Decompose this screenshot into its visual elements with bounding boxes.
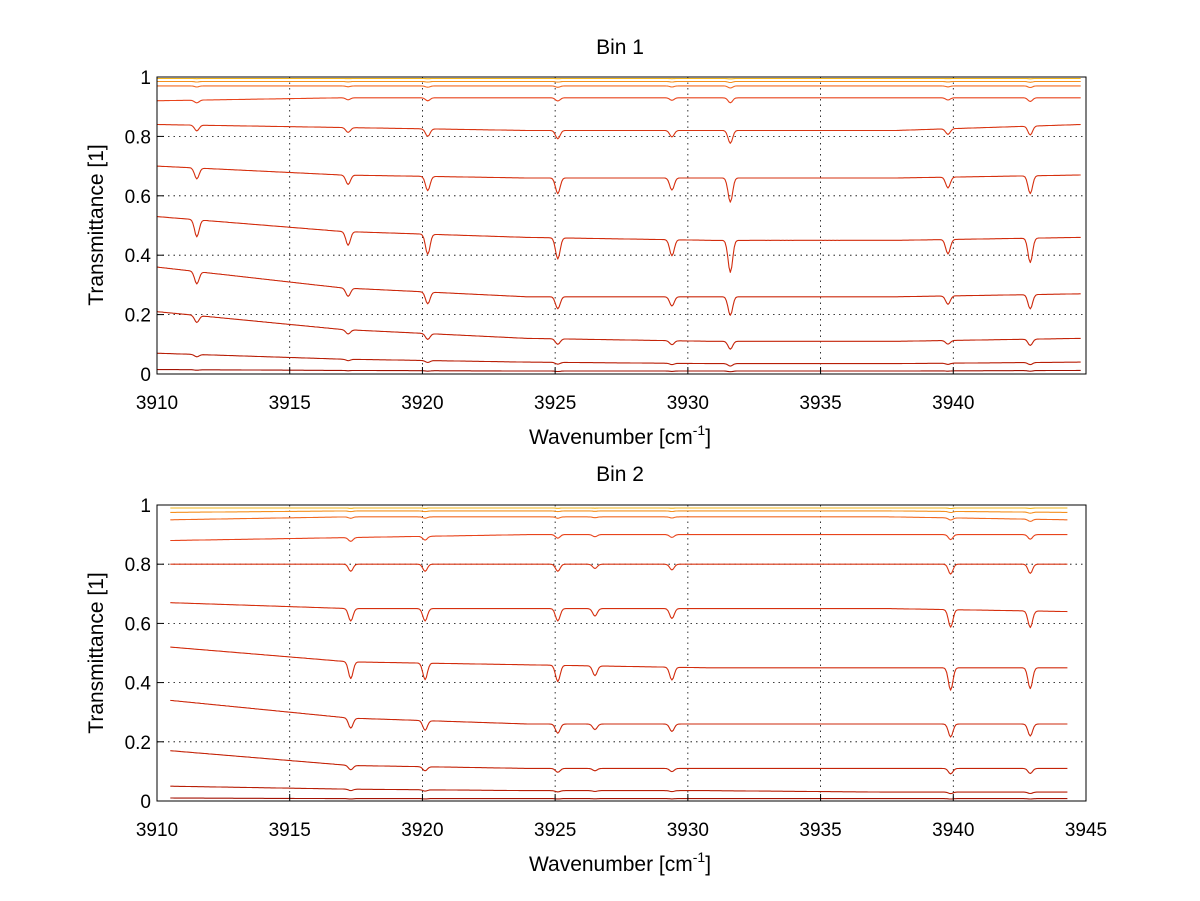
plot-bin-2: Bin 2 3910 3915 3920 3925 3930 3935 3940 3945 0 0… [85, 463, 1107, 876]
series-line [156, 368, 1081, 373]
series-line [170, 785, 1068, 795]
x-tick-label: 3930 [667, 820, 709, 841]
x-tick-label: 3920 [401, 820, 443, 841]
series-line [170, 510, 1068, 514]
x-axis-label: Wavenumber [cm-1] [529, 849, 711, 876]
x-tick-label: 3940 [932, 820, 974, 841]
series-line [156, 97, 1081, 104]
ticks: 3910 3915 3920 3925 3930 3935 3940 0 0.2 0.4 0.6 0.… [125, 68, 975, 414]
x-tick-label: 3935 [799, 393, 841, 414]
series-line [170, 563, 1068, 575]
series-line [156, 165, 1081, 203]
series-line [156, 216, 1081, 273]
y-tick-label: 0 [140, 365, 151, 386]
y-tick-label: 0.2 [125, 733, 151, 754]
x-tick-label: 3930 [667, 393, 709, 414]
plot-title: Bin 2 [596, 463, 644, 486]
x-tick-label: 3940 [932, 393, 974, 414]
y-tick-label: 1 [140, 68, 151, 89]
series-line [157, 80, 1081, 84]
series-line [156, 352, 1081, 367]
y-tick-label: 0.2 [125, 306, 151, 327]
axes-frame [156, 504, 1087, 802]
series-line [170, 507, 1068, 510]
y-tick-label: 1 [140, 496, 151, 517]
y-tick-label: 0.4 [125, 246, 152, 267]
grid [157, 505, 1086, 801]
x-tick-label: 3915 [269, 820, 311, 841]
axes-frame [156, 76, 1087, 375]
x-tick-label: 3920 [401, 393, 443, 414]
x-tick-label: 3915 [269, 393, 311, 414]
y-tick-label: 0 [140, 792, 151, 813]
series-line [170, 516, 1068, 522]
x-tick-label: 3945 [1065, 820, 1107, 841]
series-line [156, 311, 1081, 350]
series-line [170, 646, 1068, 691]
series-group [156, 76, 1081, 373]
plot-title: Bin 1 [596, 36, 644, 59]
series-line [156, 266, 1081, 316]
series-line [157, 123, 1081, 144]
y-tick-label: 0.6 [125, 187, 151, 208]
grid [157, 77, 1086, 374]
x-tick-label: 3935 [799, 820, 841, 841]
series-group [170, 504, 1068, 800]
x-tick-label: 3925 [534, 820, 576, 841]
y-axis-label: Transmittance [1] [85, 572, 108, 733]
y-axis-label: Transmittance [1] [85, 144, 108, 305]
x-tick-label: 3925 [534, 393, 576, 414]
y-tick-label: 0.4 [125, 674, 152, 695]
ticks: 3910 3915 3920 3925 3930 3935 3940 3945 0 0.2 0.4 0… [125, 496, 1108, 841]
x-tick-label: 3910 [136, 393, 178, 414]
x-tick-label: 3910 [136, 820, 178, 841]
series-line [170, 750, 1068, 775]
series-line [170, 534, 1068, 542]
series-line [157, 85, 1081, 89]
series-line [170, 602, 1068, 629]
series-line [170, 699, 1068, 738]
y-tick-label: 0.6 [125, 614, 151, 635]
series-line [170, 797, 1068, 800]
y-tick-label: 0.8 [125, 127, 151, 148]
plot-bin-1: Bin 1 3910 3915 3920 3925 3930 3935 3940 0 0.2 0.… [85, 36, 1087, 449]
y-tick-label: 0.8 [125, 555, 151, 576]
x-axis-label: Wavenumber [cm-1] [529, 422, 711, 449]
